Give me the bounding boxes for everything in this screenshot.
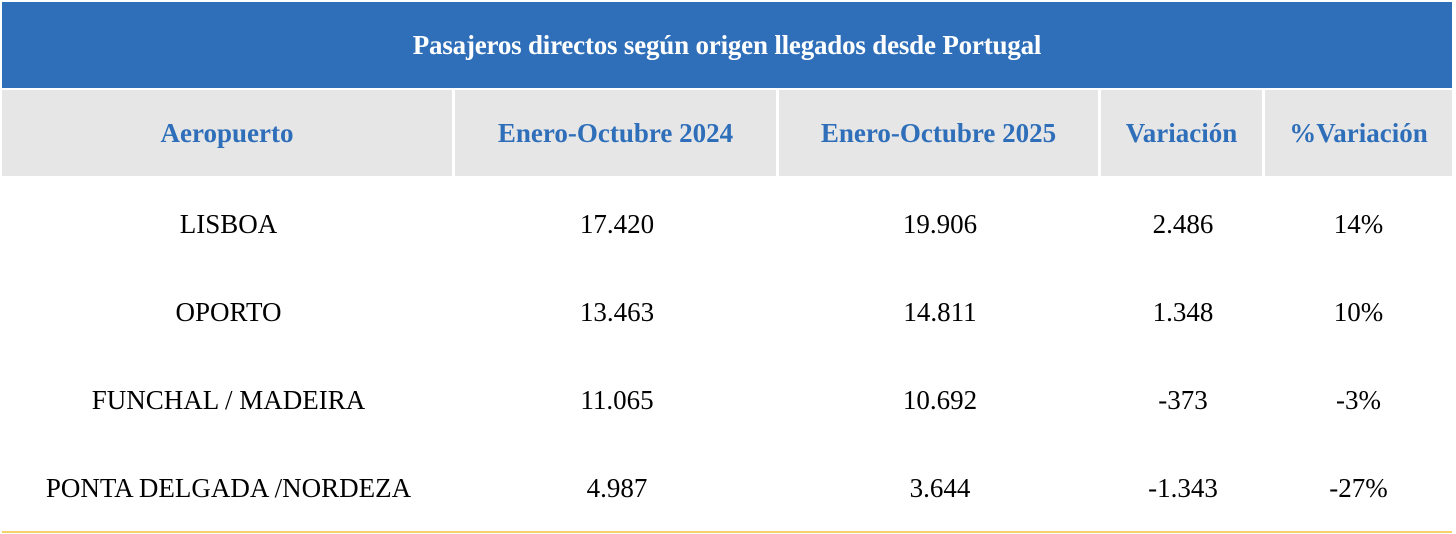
- table-title: Pasajeros directos según origen llegados…: [2, 2, 1452, 88]
- cell-2024: 4.987: [586, 472, 648, 503]
- column-header-2024: Enero-Octubre 2024: [455, 90, 779, 176]
- cell-airport: OPORTO: [175, 296, 282, 327]
- cell-variation: 2.486: [1152, 208, 1214, 239]
- cell-variation: -1.343: [1148, 472, 1218, 503]
- column-header-airport: Aeropuerto: [2, 90, 455, 176]
- column-header-percent-variation: %Variación: [1265, 90, 1452, 176]
- cell-airport: LISBOA: [179, 208, 278, 239]
- cell-percent-variation: 10%: [1333, 296, 1384, 327]
- column-header-2025: Enero-Octubre 2025: [779, 90, 1101, 176]
- cell-2024: 13.463: [579, 296, 655, 327]
- cell-2025: 19.906: [902, 208, 978, 239]
- cell-2025: 10.692: [902, 384, 978, 415]
- cell-airport: FUNCHAL / MADEIRA: [91, 384, 366, 415]
- cell-percent-variation: 14%: [1333, 208, 1384, 239]
- cell-2025: 14.811: [903, 296, 977, 327]
- cell-variation: 1.348: [1152, 296, 1214, 327]
- column-header-row: Aeropuerto Enero-Octubre 2024 Enero-Octu…: [2, 90, 1452, 176]
- cell-2025: 3.644: [909, 472, 971, 503]
- table-row: PONTA DELGADA /NORDEZA 4.987 3.644 -1.34…: [2, 444, 1452, 532]
- cell-airport: PONTA DELGADA /NORDEZA: [45, 472, 412, 503]
- cell-variation: -373: [1158, 384, 1208, 415]
- cell-percent-variation: -27%: [1329, 472, 1388, 503]
- cell-2024: 17.420: [579, 208, 655, 239]
- table-row: OPORTO 13.463 14.811 1.348 10%: [2, 268, 1452, 356]
- cell-percent-variation: -3%: [1336, 384, 1381, 415]
- column-header-variation: Variación: [1101, 90, 1265, 176]
- table-row: LISBOA 17.420 19.906 2.486 14%: [2, 180, 1452, 268]
- cell-2024: 11.065: [580, 384, 654, 415]
- bottom-divider: [2, 531, 1452, 533]
- table-body: LISBOA 17.420 19.906 2.486 14% OPORTO 13…: [2, 180, 1452, 532]
- table-row: FUNCHAL / MADEIRA 11.065 10.692 -373 -3%: [2, 356, 1452, 444]
